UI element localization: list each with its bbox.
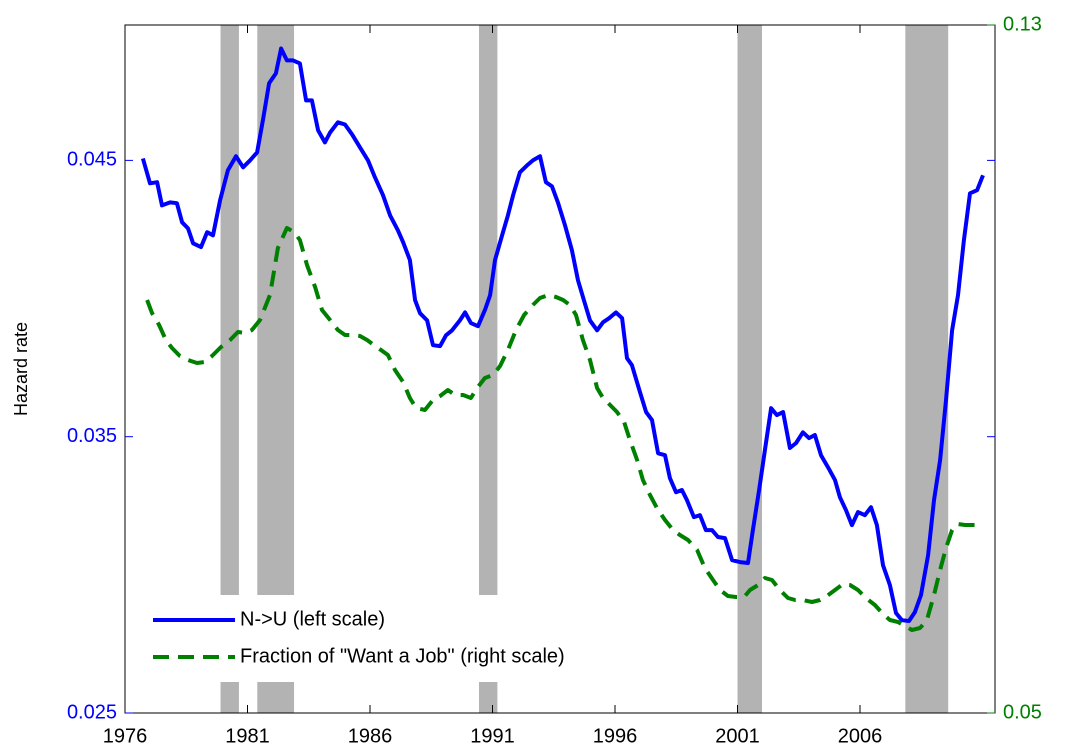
legend: N->U (left scale) Fraction of "Want a Job… — [153, 608, 565, 667]
legend-label: N->U (left scale) — [240, 608, 385, 630]
series-line — [140, 46, 985, 623]
plot-frame — [124, 24, 996, 714]
x-tick-label: 1991 — [470, 725, 515, 747]
y-tick-label: 0.045 — [67, 149, 117, 171]
y2-tick-label: 0.13 — [1003, 13, 1042, 35]
y-tick-label: 0.025 — [67, 701, 117, 723]
x-tick-label: 1981 — [225, 725, 270, 747]
y2-tick-label: 0.05 — [1003, 701, 1042, 723]
recession-bar — [737, 25, 763, 713]
recession-bar — [479, 25, 498, 713]
legend-background — [145, 595, 735, 682]
x-tick-label: 1996 — [593, 725, 638, 747]
legend-label: Fraction of "Want a Job" (right scale) — [240, 645, 565, 667]
x-tick-label: 1986 — [348, 725, 393, 747]
plot-lines — [140, 46, 985, 632]
recession-bar — [905, 25, 949, 713]
y-tick-label: 0.035 — [67, 425, 117, 447]
x-tick-label: 2001 — [715, 725, 760, 747]
recession-bar — [220, 25, 239, 713]
axes: 1976 1981 1986 1991 1996 2001 2006 0.025 0.035 0.… — [67, 13, 1042, 747]
y-axis-label: Hazard rate — [11, 322, 31, 416]
x-tick-label: 2006 — [838, 725, 883, 747]
x-tick-label: 1976 — [103, 725, 148, 747]
series-line — [145, 226, 975, 632]
